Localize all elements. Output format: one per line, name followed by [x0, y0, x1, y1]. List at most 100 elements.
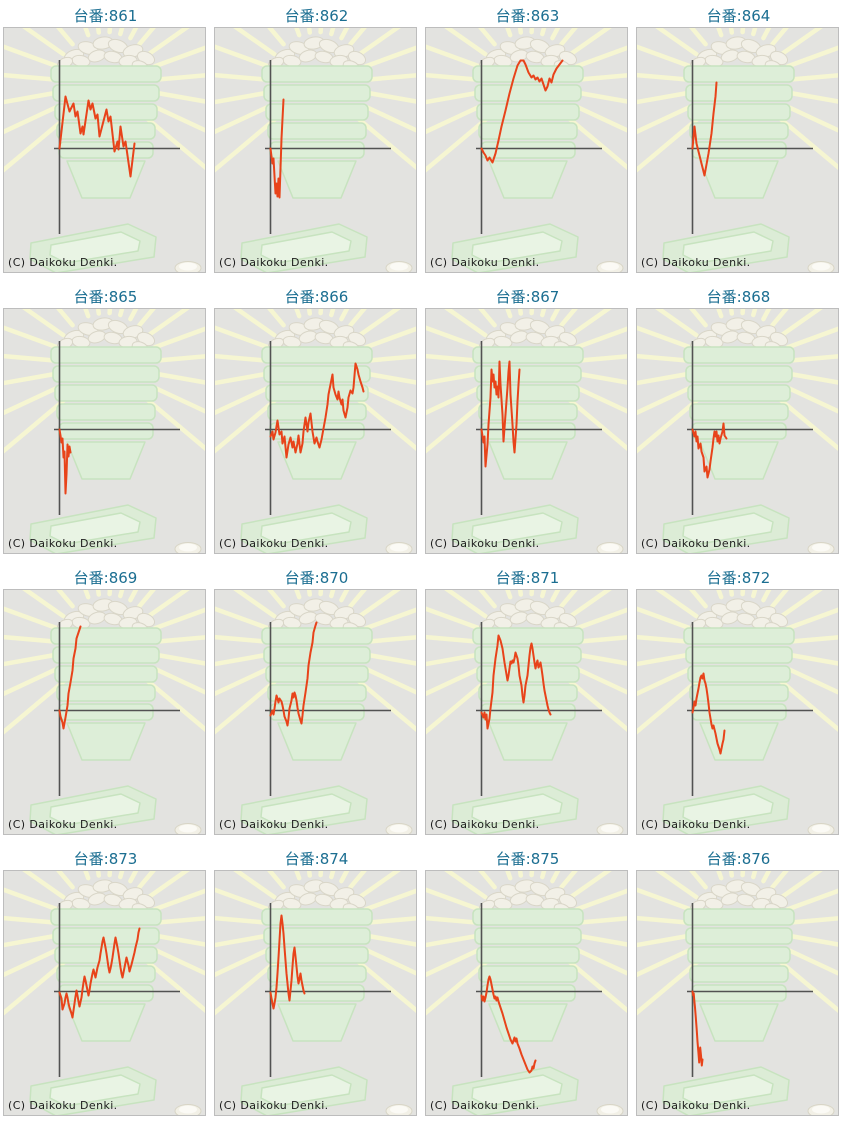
ray-line	[529, 309, 535, 316]
ray-line	[4, 958, 69, 1016]
ray-line	[783, 665, 838, 695]
watermark-dish-inner	[812, 543, 830, 552]
ray-line	[233, 28, 277, 57]
ray-line	[215, 396, 280, 454]
tray	[50, 65, 162, 83]
watermark-bottom-tray	[29, 223, 157, 272]
tray	[689, 965, 789, 983]
ray-line	[568, 28, 612, 57]
ray-line	[576, 933, 627, 947]
bottom-tray-hole	[260, 793, 352, 826]
ray-line	[770, 590, 789, 609]
machine-title-link[interactable]: 台番:861	[73, 7, 138, 25]
ray-line	[357, 309, 401, 338]
ray-line	[716, 590, 724, 600]
ray-line	[365, 371, 416, 385]
copyright-label: (C) Daikoku Denki.	[8, 1099, 118, 1112]
ray-line	[294, 590, 302, 600]
machine-title-link[interactable]: 台番:871	[495, 569, 560, 587]
tray	[263, 365, 371, 383]
machine-tile: 台番:875	[422, 843, 633, 1124]
slump-line	[269, 98, 285, 199]
watermark-rays	[4, 871, 205, 1016]
tray-funnel	[488, 160, 568, 199]
machine-title-link[interactable]: 台番:876	[706, 850, 771, 868]
watermark-rays	[637, 309, 838, 454]
ray-line	[505, 309, 513, 319]
ray-line	[426, 677, 491, 735]
ray-line	[150, 103, 205, 133]
ray-line	[776, 677, 838, 733]
tray	[685, 365, 793, 383]
tray	[685, 927, 793, 945]
watermark-tray-stack	[50, 65, 162, 199]
ray-line	[505, 28, 513, 38]
machine-title-link[interactable]: 台番:873	[73, 850, 138, 868]
watermark-rays	[637, 28, 838, 173]
ray-line	[655, 871, 699, 900]
ray-line	[559, 28, 578, 47]
ray-line	[143, 677, 205, 733]
ray-line	[22, 28, 66, 57]
tray	[265, 665, 369, 683]
machine-title-link[interactable]: 台番:864	[706, 7, 771, 25]
ray-line	[788, 635, 838, 644]
ray-line	[740, 28, 746, 35]
tray-funnel	[66, 1003, 146, 1042]
tray	[691, 422, 787, 440]
watermark-dish-inner	[390, 1105, 408, 1114]
ray-line	[233, 590, 277, 619]
machine-title-link[interactable]: 台番:863	[495, 7, 560, 25]
ray-line	[363, 888, 416, 912]
bottom-tray-hole	[260, 1074, 352, 1107]
ray-line	[637, 677, 702, 735]
machine-title-link[interactable]: 台番:867	[495, 288, 560, 306]
ray-line	[572, 103, 627, 133]
tray	[50, 627, 162, 645]
ray-line	[776, 115, 838, 171]
tray	[478, 965, 578, 983]
watermark-balls	[689, 317, 789, 353]
machine-title-link[interactable]: 台番:868	[706, 288, 771, 306]
tray	[263, 84, 371, 102]
watermark-bottom-tray	[662, 504, 790, 553]
tray	[267, 965, 367, 983]
ray-line	[354, 677, 416, 733]
ray-line	[107, 871, 113, 878]
ray-line	[426, 371, 480, 386]
machine-title-link[interactable]: 台番:866	[284, 288, 349, 306]
watermark-rays	[426, 871, 627, 1016]
slump-chart: (C) Daikoku Denki.	[3, 870, 206, 1116]
ray-line	[215, 371, 269, 386]
watermark-rays	[426, 590, 627, 735]
ray-line	[770, 28, 789, 47]
ray-line	[318, 590, 324, 597]
watermark-dish-inner	[179, 543, 197, 552]
copyright-label: (C) Daikoku Denki.	[8, 818, 118, 831]
bottom-tray-hole	[49, 1074, 141, 1107]
ray-line	[568, 590, 612, 619]
machine-title-link[interactable]: 台番:872	[706, 569, 771, 587]
ray-line	[565, 677, 627, 733]
slump-chart: (C) Daikoku Denki.	[425, 27, 628, 273]
machine-title-link[interactable]: 台番:862	[284, 7, 349, 25]
ray-line	[576, 90, 627, 104]
ray-line	[637, 384, 695, 416]
ray-line	[426, 946, 484, 978]
ray-line	[574, 607, 627, 631]
tray-funnel	[277, 722, 357, 761]
ray-line	[426, 90, 480, 105]
ray-line	[637, 958, 702, 1016]
machine-title-link[interactable]: 台番:875	[495, 850, 560, 868]
ray-line	[716, 871, 724, 881]
slump-line	[269, 362, 365, 459]
ray-line	[363, 326, 416, 350]
machine-title-link[interactable]: 台番:870	[284, 569, 349, 587]
ray-line	[215, 946, 273, 978]
tray	[480, 422, 576, 440]
machine-title-link[interactable]: 台番:869	[73, 569, 138, 587]
ray-line	[574, 888, 627, 912]
tray-funnel	[277, 160, 357, 199]
machine-title-link[interactable]: 台番:865	[73, 288, 138, 306]
machine-title-link[interactable]: 台番:874	[284, 850, 349, 868]
